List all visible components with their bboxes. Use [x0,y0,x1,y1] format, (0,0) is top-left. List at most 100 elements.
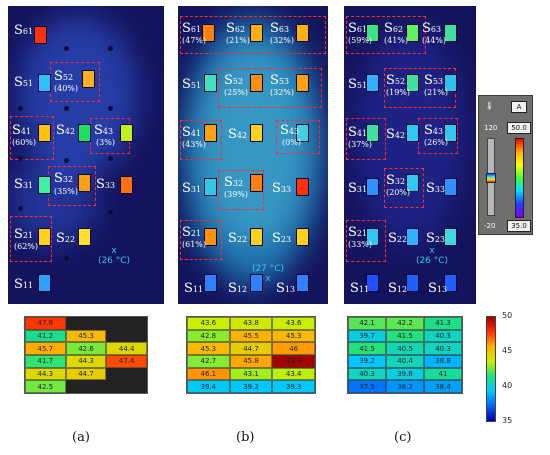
grid-cell: 42.7 [187,355,230,368]
grid-cell: 38.8 [424,355,462,368]
grid-cell: 41 [424,367,462,381]
sensor-percentage: (61%) [182,240,207,249]
grid-cell: 45.3 [272,329,315,343]
grid-cell: 44.7 [229,342,273,355]
grid-cell: 42.8 [187,329,230,343]
sensor-label: S41 [348,125,368,140]
sensor-percentage: (41%) [384,36,409,45]
sensor-label: S13 [428,281,448,296]
sensor-label: S12 [388,281,408,296]
sensor-percentage: (20%) [386,188,411,197]
cut-region-box [346,220,386,262]
sensor-patch [78,124,91,142]
grid-cell: 47.8 [25,317,66,330]
sensor-percentage: (35%) [54,187,79,196]
sensor-label: S33 [426,181,446,196]
grid-cell: 39.7 [348,329,386,343]
sensor-patch [250,74,263,92]
sensor-percentage: (0%) [282,138,301,147]
mode-indicator: A [511,101,527,113]
grid-cell: 44.3 [65,355,107,368]
grid-cell: 39.2 [229,380,273,393]
sensor-label: S21 [182,225,202,240]
sensor-patch [250,228,263,246]
cut-region-box [180,220,222,260]
ambient-temperature-marker: x (26 °C) [97,246,131,267]
sensor-patch [38,124,51,142]
grid-cell: 42.1 [348,317,386,330]
sensor-patch [444,124,457,142]
grid-cell: 39.3 [272,380,315,393]
temperature-colorbar [486,316,496,422]
sensor-patch [296,74,309,92]
sensor-label: S43 [280,123,300,138]
grid-cell: 44.3 [25,367,66,381]
sensor-percentage: (37%) [348,140,373,149]
sensor-label: S53 [270,73,290,88]
cut-region-box [384,168,424,208]
thermal-image-b: S61 (47%) S62 (21%) S63 (32%) S51 S52 (2… [178,6,328,304]
grid-cell: 38.2 [386,380,424,393]
sensor-patch [120,124,133,142]
grid-cell: 45.5 [229,329,273,343]
sensor-label: S63 [422,21,442,36]
sensor-patch [406,74,419,92]
sensor-patch [366,124,379,142]
thermometer-icon: 🌡 [485,102,494,110]
sensor-patch [204,124,217,142]
cut-region-box [218,68,322,108]
sensor-label: S32 [386,173,406,188]
grid-cell [65,317,107,330]
sensor-patch [296,228,309,246]
sensor-patch [296,178,309,196]
sensor-label: S31 [14,177,34,192]
sensor-label: S32 [54,171,74,186]
grid-cell: 41.5 [386,329,424,343]
scale-slider [486,138,496,216]
colorbar-tick: 35 [502,416,513,425]
sensor-label: S41 [12,123,32,138]
sensor-label: S31 [182,181,202,196]
sensor-percentage: (59%) [348,36,373,45]
sensor-label: S42 [56,123,76,138]
grid-cell: 42.5 [25,380,66,393]
caption-c: (c) [394,430,412,445]
sensor-patch [250,124,263,142]
sensor-label: S11 [184,281,204,296]
ambient-temperature-marker: x (26 °C) [415,246,449,267]
sensor-label: S32 [224,175,244,190]
sensor-patch [406,228,419,246]
grid-cell: 43.6 [187,317,230,330]
sensor-patch [38,228,51,246]
sensor-label: S53 [424,73,444,88]
sensor-label: S52 [386,73,406,88]
sensor-percentage: (21%) [424,88,449,97]
grid-cell: 40.3 [424,329,462,343]
sensor-label: S21 [14,227,34,242]
temperature-grid-c: 42.1 42.2 41.3 39.7 41.5 40.3 41.5 40.5 40.3 39.2… [347,316,463,394]
sensor-patch [204,274,217,292]
grid-cell [106,367,147,381]
temperature-grid-a: 47.8 41.2 45.3 45.7 42.6 44.4 41.7 44.3 47.4 44.3… [24,316,148,394]
sensor-label: S41 [182,125,202,140]
cut-region-box [218,170,264,210]
sensor-patch [204,228,217,246]
sensor-patch [120,176,133,194]
sensor-label: S22 [228,231,248,246]
sensor-patch [444,178,457,196]
grid-cell: 45.3 [187,342,230,355]
sensor-label: S51 [348,77,368,92]
sensor-label: S61 [14,23,34,38]
sensor-percentage: (32%) [270,88,295,97]
caption-a: (a) [72,430,90,445]
sensor-percentage: (47%) [182,36,207,45]
sensor-label: S21 [348,225,368,240]
grid-cell: 42.2 [386,317,424,330]
color-palette-bar [515,138,524,218]
grid-cell: 44.4 [106,342,147,355]
sensor-patch [204,178,217,196]
grid-cell: 42.6 [65,342,107,355]
grid-cell: 43.1 [229,367,273,381]
sensor-percentage: (25%) [224,88,249,97]
sensor-label: S61 [348,21,368,36]
